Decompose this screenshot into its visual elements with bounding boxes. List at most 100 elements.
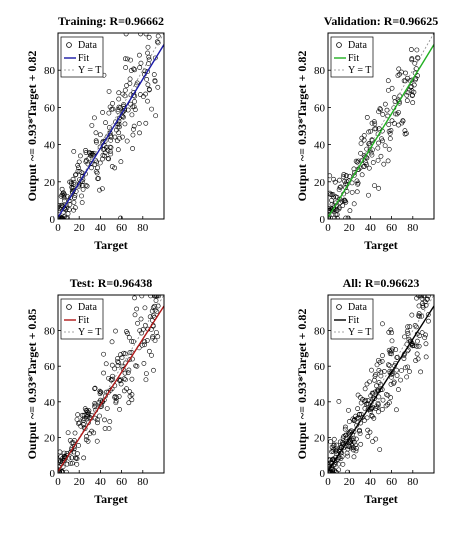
data-point (378, 387, 383, 393)
data-point (113, 328, 118, 334)
data-point (341, 433, 347, 439)
data-point (69, 440, 75, 446)
legend-label-data: Data (78, 302, 97, 313)
y-tick-label: 80 (314, 65, 326, 77)
data-point (125, 56, 130, 62)
data-point (67, 195, 73, 201)
data-point (77, 169, 83, 174)
y-tick-label: 0 (320, 468, 326, 480)
data-point (107, 149, 113, 155)
data-point (388, 127, 394, 133)
data-point (93, 138, 99, 144)
data-point (102, 426, 108, 431)
data-point (153, 113, 159, 119)
fit-line (58, 44, 164, 218)
chart-title: All: R=0.96623 (343, 276, 420, 290)
data-point (416, 303, 422, 309)
data-point (109, 106, 115, 112)
data-point (108, 137, 114, 143)
data-point (93, 169, 99, 174)
data-point (100, 399, 106, 405)
data-point (142, 339, 148, 345)
data-point (386, 122, 392, 128)
x-tick-label: 60 (386, 222, 398, 234)
data-point (142, 305, 148, 311)
data-point (137, 130, 142, 136)
data-point (75, 451, 80, 457)
data-point (351, 166, 357, 172)
data-point (65, 215, 70, 219)
data-point (414, 351, 420, 357)
y-tick-label: 60 (44, 361, 56, 373)
data-point (90, 152, 96, 157)
x-tick-label: 20 (344, 222, 356, 234)
data-point (79, 193, 84, 199)
axes-box (327, 294, 435, 474)
data-point (329, 457, 335, 463)
data-point (419, 330, 425, 336)
x-axis-label: Target (94, 238, 128, 252)
data-point (376, 109, 382, 115)
data-point (381, 161, 387, 167)
data-point (146, 348, 152, 354)
data-point (76, 443, 81, 448)
data-point (118, 352, 123, 358)
data-point (63, 469, 69, 473)
data-point (370, 160, 376, 165)
data-point (419, 313, 425, 319)
identity-line (328, 295, 434, 473)
data-point (417, 313, 423, 319)
x-tick-label: 0 (325, 222, 331, 234)
y-tick-label: 20 (314, 177, 326, 189)
data-point (408, 84, 414, 90)
data-point (144, 76, 150, 82)
data-point (353, 413, 359, 419)
data-point (329, 197, 335, 203)
data-point (387, 131, 393, 136)
data-point (355, 406, 361, 412)
data-point (376, 140, 381, 146)
data-point (146, 34, 152, 40)
data-point (130, 146, 135, 151)
data-point (145, 50, 150, 56)
data-point (386, 400, 392, 406)
data-point (426, 318, 431, 324)
data-point (358, 150, 364, 156)
data-point (95, 176, 101, 182)
data-point (86, 156, 92, 162)
data-point (337, 200, 343, 206)
data-point (66, 207, 72, 212)
data-point (382, 143, 388, 149)
data-point (394, 407, 399, 413)
data-point (423, 332, 428, 338)
data-point (75, 168, 81, 174)
data-point (388, 395, 394, 400)
data-point (418, 369, 424, 375)
data-point (422, 335, 428, 341)
data-point (129, 338, 135, 344)
data-point (72, 193, 78, 198)
data-point (95, 420, 100, 426)
data-point (59, 469, 65, 473)
y-tick-label: 80 (314, 326, 326, 338)
data-point (145, 98, 150, 104)
data-point (131, 104, 137, 110)
x-tick-label: 0 (325, 476, 331, 488)
y-tick-label: 20 (44, 432, 56, 444)
data-point (59, 215, 64, 219)
data-point (347, 173, 352, 179)
data-point (106, 426, 112, 431)
data-point (155, 303, 161, 309)
data-point (118, 159, 124, 165)
data-point (109, 164, 115, 169)
data-point (354, 189, 360, 195)
data-point (91, 430, 97, 436)
data-point (332, 215, 337, 219)
data-point (414, 47, 420, 53)
data-point (354, 159, 360, 165)
data-point (58, 203, 62, 208)
data-point (136, 121, 142, 126)
data-point (389, 330, 395, 336)
data-point (376, 409, 381, 415)
